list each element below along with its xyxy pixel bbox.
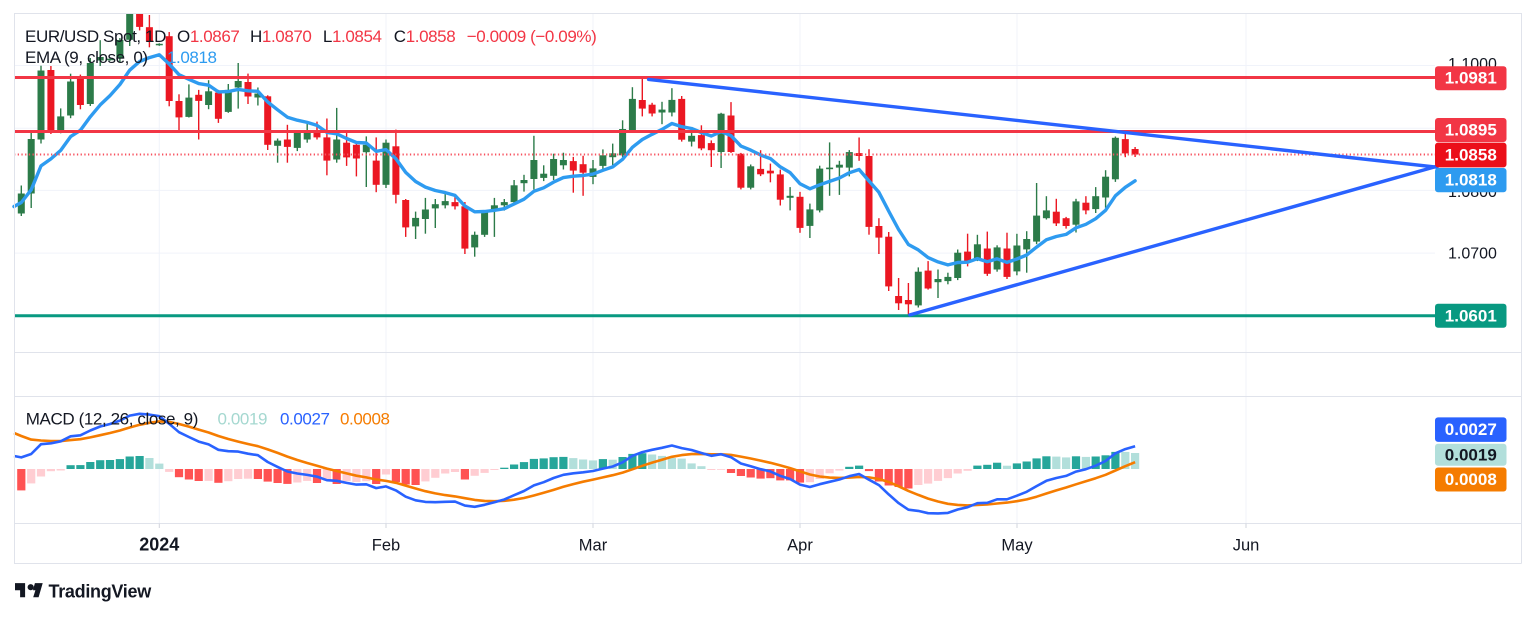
svg-text:EMA (9, close, 0): EMA (9, close, 0): [25, 48, 148, 67]
svg-text:May: May: [1001, 537, 1033, 555]
svg-text:1.0818: 1.0818: [1445, 171, 1497, 190]
svg-text:0.0019: 0.0019: [218, 410, 268, 429]
svg-text:TradingView: TradingView: [49, 582, 153, 602]
svg-text:C1.0858: C1.0858: [394, 27, 456, 46]
svg-text:2024: 2024: [139, 535, 179, 555]
svg-text:1.0895: 1.0895: [1445, 121, 1497, 140]
svg-text:0.0008: 0.0008: [1445, 470, 1497, 489]
svg-text:L1.0854: L1.0854: [323, 27, 382, 46]
svg-text:Jun: Jun: [1233, 537, 1260, 555]
svg-text:Apr: Apr: [787, 537, 813, 555]
svg-text:0.0027: 0.0027: [280, 410, 330, 429]
svg-text:EUR/USD Spot, 1D: EUR/USD Spot, 1D: [25, 27, 166, 46]
svg-text:Feb: Feb: [372, 537, 400, 555]
svg-text:0.0008: 0.0008: [340, 410, 390, 429]
svg-text:−0.0009 (−0.09%): −0.0009 (−0.09%): [467, 27, 597, 46]
svg-text:1.0818: 1.0818: [167, 48, 217, 67]
svg-text:O1.0867: O1.0867: [177, 27, 239, 46]
svg-text:1.0981: 1.0981: [1445, 69, 1497, 88]
svg-text:1.0700: 1.0700: [1448, 246, 1497, 263]
svg-text:MACD (12, 26, close, 9): MACD (12, 26, close, 9): [26, 410, 198, 429]
svg-text:0.0019: 0.0019: [1445, 445, 1497, 464]
svg-text:Mar: Mar: [579, 537, 608, 555]
svg-text:1.0858: 1.0858: [1445, 146, 1497, 165]
svg-text:0.0027: 0.0027: [1445, 420, 1497, 439]
svg-text:H1.0870: H1.0870: [250, 27, 312, 46]
svg-text:1.0601: 1.0601: [1445, 306, 1497, 325]
